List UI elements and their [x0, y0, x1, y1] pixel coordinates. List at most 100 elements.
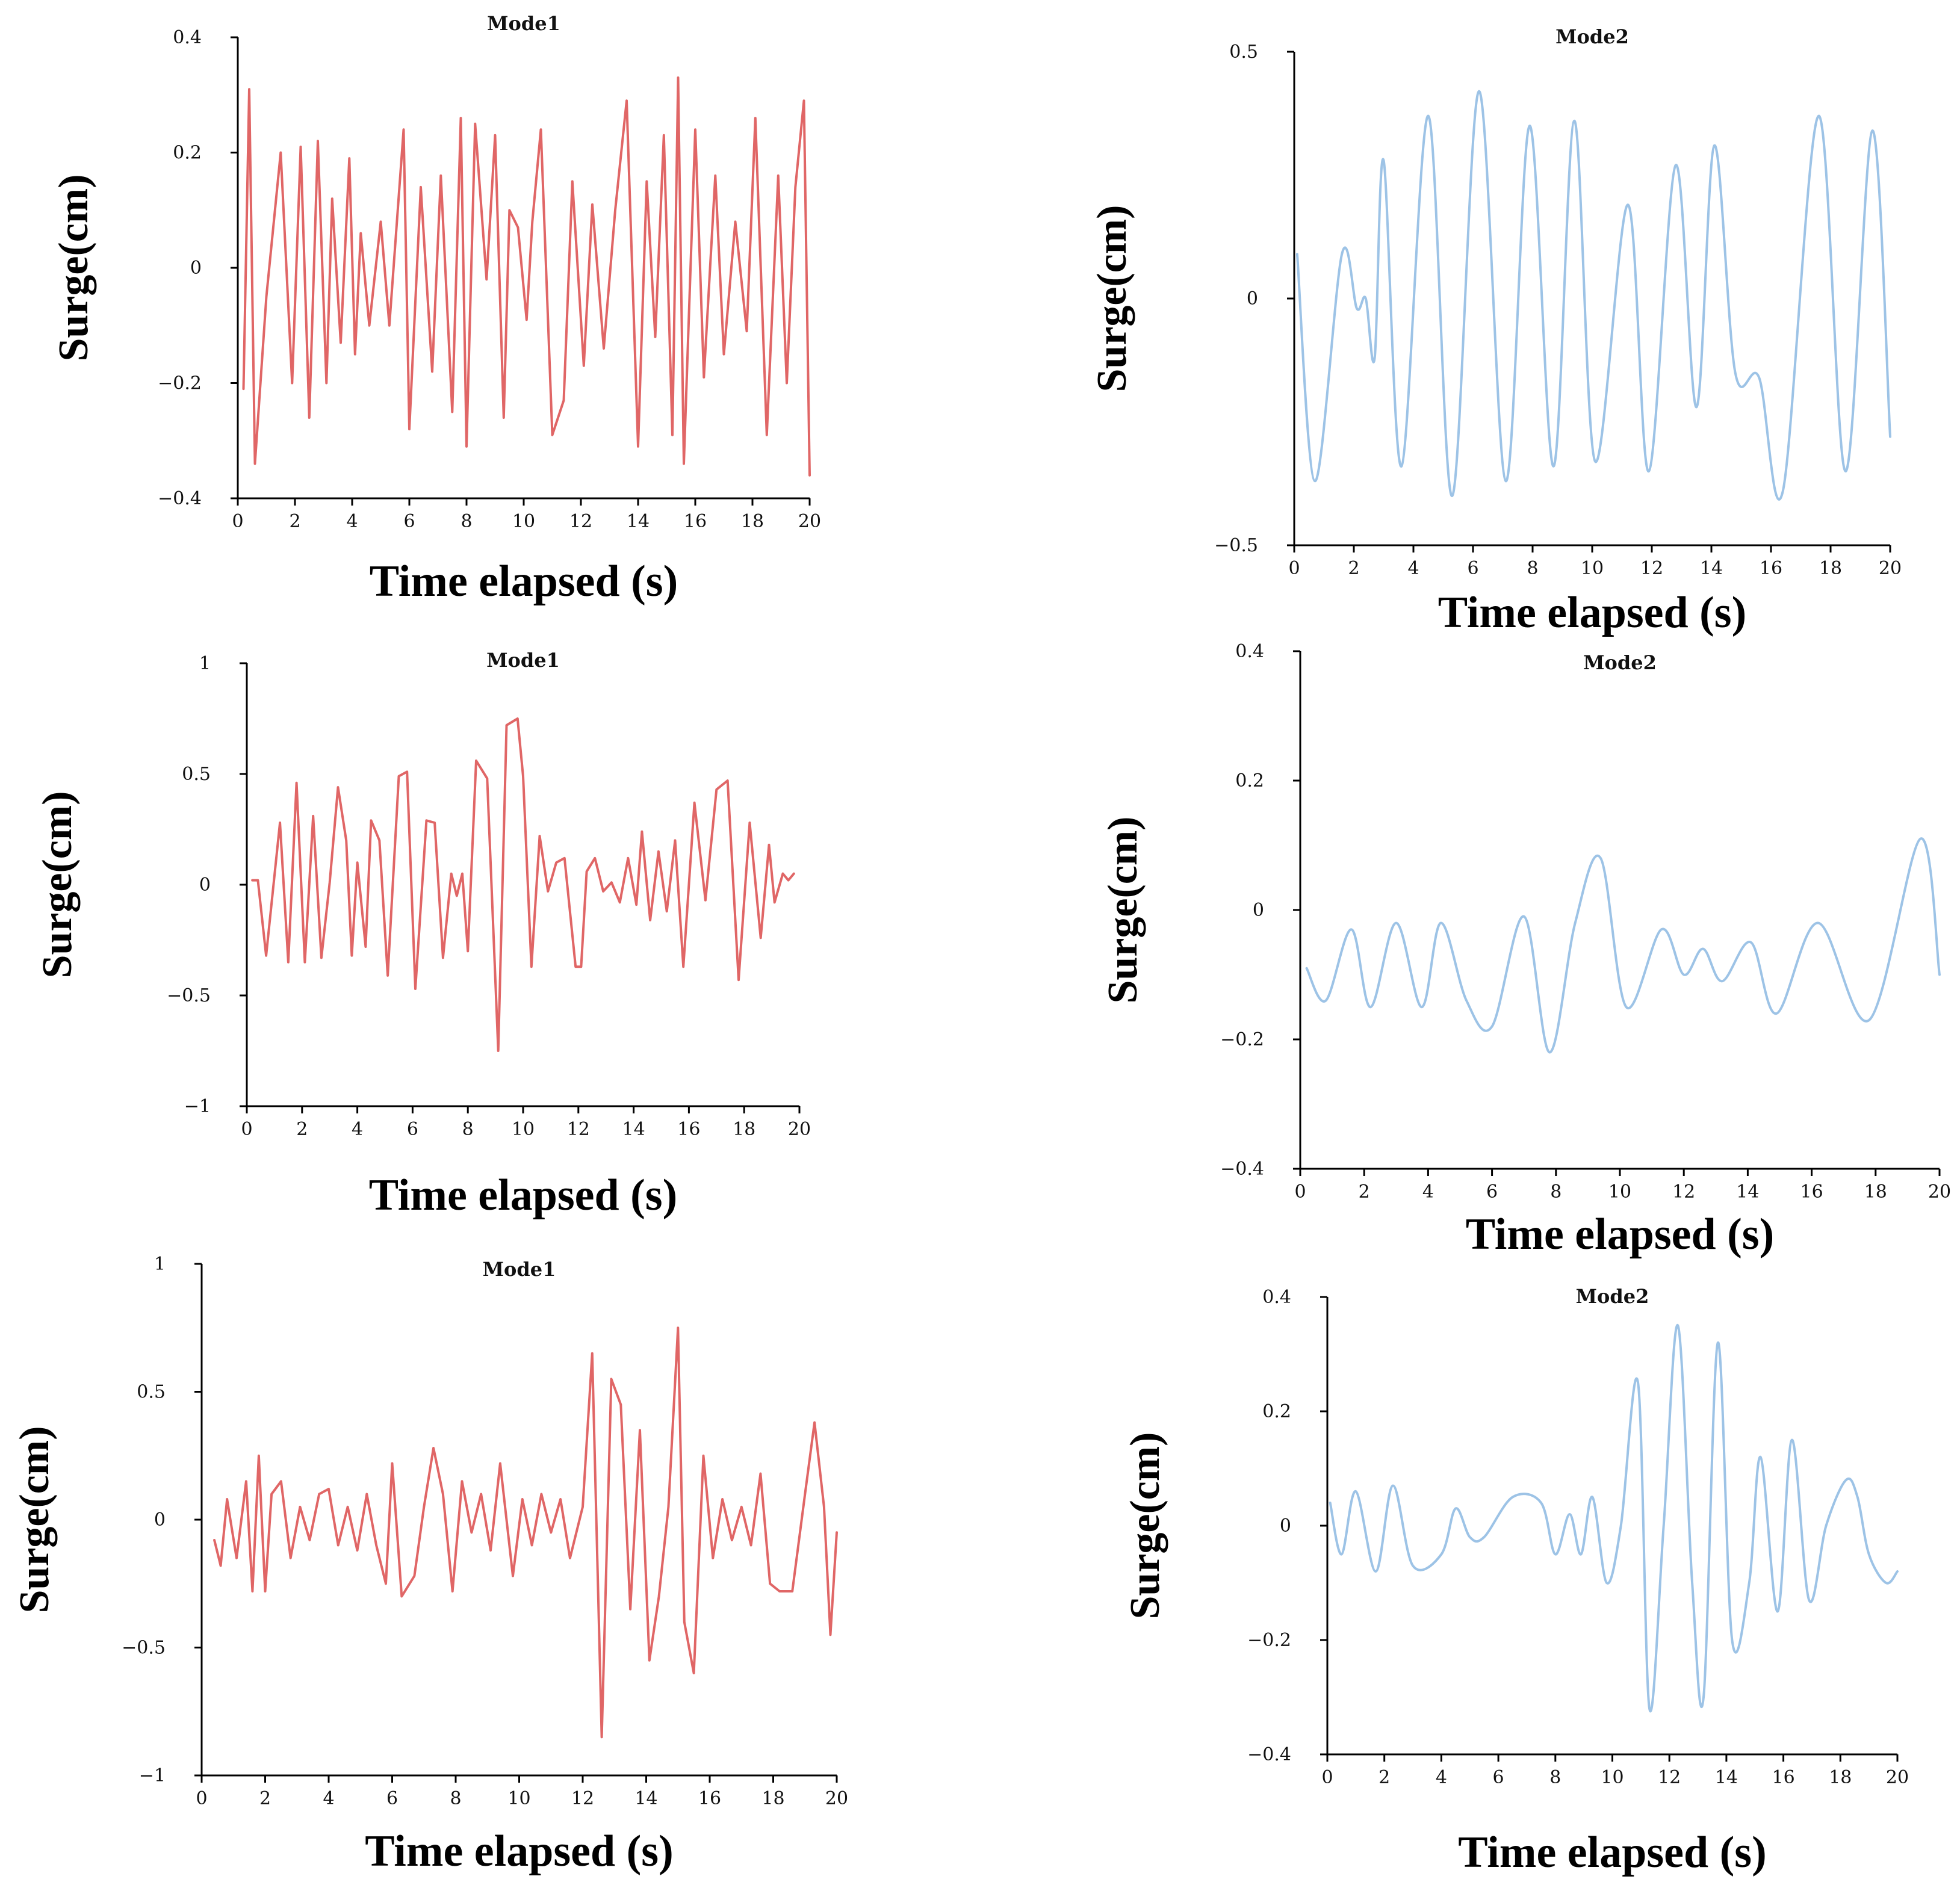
- x-tick-label: 10: [512, 511, 535, 532]
- x-tick-label: 0: [1294, 1181, 1306, 1202]
- series-line-mode2: [1305, 837, 1941, 1054]
- x-tick-label: 10: [507, 1788, 530, 1809]
- chart-title: Mode1: [487, 12, 560, 35]
- x-tick-label: 6: [386, 1788, 398, 1809]
- y-axis-label: Surge(cm): [11, 1426, 58, 1613]
- y-tick-label: 0.5: [182, 764, 211, 785]
- x-tick-label: 12: [1672, 1181, 1695, 1202]
- x-tick-label: 2: [296, 1119, 308, 1140]
- x-tick-label: 0: [232, 511, 243, 532]
- x-tick-label: 10: [512, 1119, 535, 1140]
- y-tick-label: 0.5: [1229, 42, 1258, 63]
- x-tick-label: 0: [241, 1119, 252, 1140]
- x-tick-label: 20: [798, 511, 821, 532]
- x-tick-label: 6: [1467, 558, 1478, 579]
- x-tick-label: 12: [1658, 1767, 1681, 1788]
- y-axis-label: Surge(cm): [1089, 205, 1135, 392]
- y-tick-label: 0.4: [1235, 641, 1264, 662]
- series-line-mode1: [213, 1326, 838, 1739]
- x-tick-label: 20: [825, 1788, 848, 1809]
- x-tick-label: 12: [569, 511, 592, 532]
- y-tick-label: −0.2: [158, 373, 202, 394]
- x-tick-label: 14: [634, 1788, 657, 1809]
- x-tick-label: 4: [1407, 558, 1419, 579]
- x-tick-label: 0: [196, 1788, 207, 1809]
- x-tick-label: 12: [571, 1788, 594, 1809]
- x-tick-label: 6: [1486, 1181, 1498, 1202]
- y-tick-label: −0.5: [1214, 535, 1258, 556]
- x-tick-label: 16: [1760, 558, 1782, 579]
- x-tick-label: 20: [1886, 1767, 1909, 1788]
- chart-panel-2: 0 2 4 6 8 10 12 14 16 18 20 −0.5 0 0.5 Mode2 Time elaps…: [1089, 25, 1902, 637]
- y-axis-label: Surge(cm): [1122, 1432, 1168, 1619]
- y-tick-label: −0.2: [1247, 1630, 1291, 1651]
- x-tick-label: 18: [741, 511, 764, 532]
- y-tick-label: 0.4: [1262, 1287, 1291, 1308]
- x-tick-label: 8: [1549, 1767, 1561, 1788]
- x-tick-label: 4: [1436, 1767, 1447, 1788]
- x-tick-label: 20: [788, 1119, 811, 1140]
- y-tick-label: −0.4: [1220, 1159, 1264, 1180]
- y-tick-label: 0: [199, 874, 211, 896]
- x-tick-label: 8: [1550, 1181, 1561, 1202]
- x-tick-label: 0: [1321, 1767, 1333, 1788]
- chart-panel-5: 0 2 4 6 8 10 12 14 16 18 20 −1 −0.5 0 0.5 1 Mode1 Time el…: [11, 1254, 848, 1876]
- chart-title: Mode2: [1555, 25, 1629, 48]
- y-axis-label: Surge(cm): [1100, 816, 1146, 1003]
- x-tick-label: 16: [677, 1119, 700, 1140]
- x-tick-label: 10: [1581, 558, 1604, 579]
- y-axis-label: Surge(cm): [34, 791, 81, 978]
- y-tick-label: 0.2: [1235, 770, 1264, 791]
- y-tick-label: −0.5: [122, 1638, 166, 1659]
- y-tick-label: −0.2: [1220, 1029, 1264, 1050]
- x-tick-label: 8: [450, 1788, 461, 1809]
- y-tick-label: 1: [199, 653, 211, 674]
- y-tick-label: −0.4: [1247, 1744, 1291, 1765]
- y-tick-label: −1: [184, 1096, 211, 1117]
- y-tick-label: 0: [1247, 288, 1258, 309]
- x-tick-label: 18: [761, 1788, 784, 1809]
- chart-panel-6: 0 2 4 6 8 10 12 14 16 18 20 −0.4 −0.2 0 0.2 0.4 Mode2 Tim…: [1122, 1285, 1909, 1877]
- y-tick-label: −0.4: [158, 488, 202, 509]
- y-tick-label: 0.5: [137, 1382, 166, 1403]
- x-axis-label: Time elapsed (s): [370, 557, 678, 606]
- x-axis-label: Time elapsed (s): [1438, 588, 1747, 637]
- y-tick-label: 0: [1253, 900, 1264, 921]
- x-tick-label: 18: [1819, 558, 1842, 579]
- series-line-mode1: [242, 76, 811, 477]
- x-tick-label: 2: [1379, 1767, 1390, 1788]
- x-axis-label: Time elapsed (s): [365, 1827, 674, 1876]
- x-tick-label: 12: [1640, 558, 1663, 579]
- chart-title: Mode2: [1583, 651, 1657, 674]
- x-tick-label: 4: [346, 511, 358, 532]
- chart-panel-3: 0 2 4 6 8 10 12 14 16 18 20 −1 −0.5 0 0.5 1 Mode1 Time el…: [34, 649, 811, 1220]
- x-tick-label: 8: [1527, 558, 1538, 579]
- x-tick-label: 10: [1601, 1767, 1624, 1788]
- x-tick-label: 14: [622, 1119, 645, 1140]
- y-tick-label: −0.5: [167, 985, 211, 1006]
- x-tick-label: 18: [1864, 1181, 1887, 1202]
- x-tick-label: 6: [407, 1119, 418, 1140]
- chart-panel-1: 0 2 4 6 8 10 12 14 16 18 20 −0.4 −0.2 0 0.2 0.4 Mode1 Tim…: [51, 12, 821, 606]
- x-tick-label: 4: [1422, 1181, 1434, 1202]
- x-tick-label: 2: [259, 1788, 271, 1809]
- x-tick-label: 12: [567, 1119, 590, 1140]
- x-tick-label: 14: [627, 511, 650, 532]
- series-line-mode1: [251, 717, 795, 1052]
- x-axis-label: Time elapsed (s): [1466, 1210, 1775, 1259]
- x-tick-label: 6: [1493, 1767, 1504, 1788]
- chart-title: Mode1: [483, 1258, 556, 1281]
- y-tick-label: 0: [190, 258, 202, 279]
- x-tick-label: 10: [1608, 1181, 1631, 1202]
- x-tick-label: 18: [733, 1119, 755, 1140]
- y-axis-label: Surge(cm): [51, 174, 97, 361]
- chart-panel-4: 0 2 4 6 8 10 12 14 16 18 20 −0.4 −0.2 0 0.2 0.4 Mode2 Tim…: [1100, 641, 1951, 1259]
- x-tick-label: 6: [403, 511, 415, 532]
- x-tick-label: 0: [1288, 558, 1300, 579]
- series-line-mode2: [1329, 1324, 1899, 1712]
- x-tick-label: 16: [1772, 1767, 1795, 1788]
- x-tick-label: 2: [1359, 1181, 1370, 1202]
- series-line-mode2: [1295, 90, 1891, 501]
- x-tick-label: 4: [323, 1788, 334, 1809]
